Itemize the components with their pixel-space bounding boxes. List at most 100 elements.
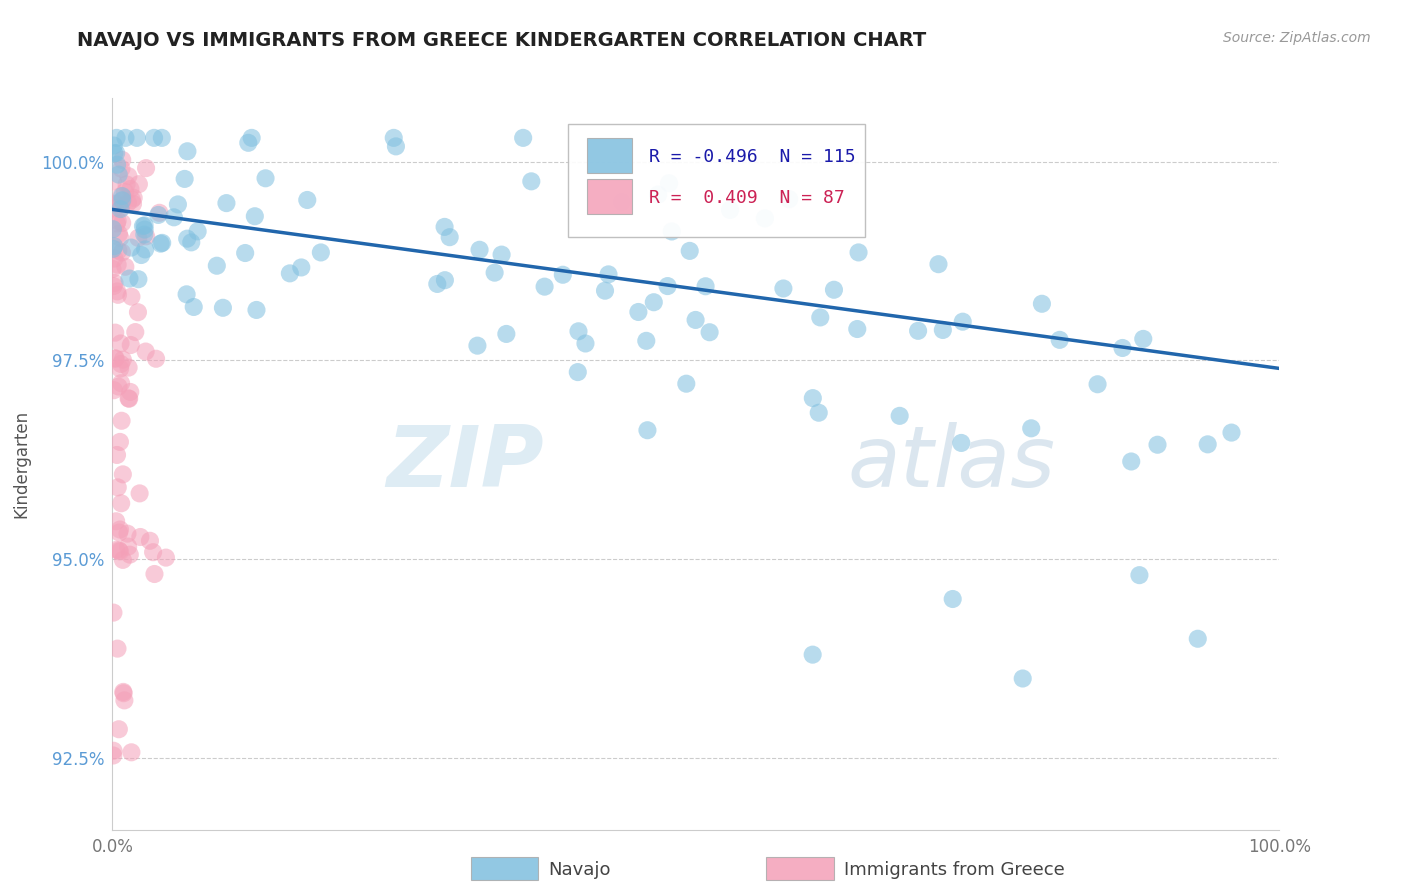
- Point: [120, 384, 142, 399]
- Point: [187, 224, 209, 238]
- Point: [111, 194, 134, 208]
- Point: [1220, 425, 1243, 440]
- Point: [240, 131, 263, 145]
- Point: [754, 211, 776, 226]
- Point: [110, 189, 132, 203]
- Point: [807, 406, 830, 420]
- Point: [468, 243, 491, 257]
- Point: [1197, 437, 1219, 451]
- Point: [108, 227, 131, 241]
- Point: [117, 392, 139, 406]
- Point: [111, 245, 134, 260]
- Point: [823, 283, 845, 297]
- Point: [142, 545, 165, 559]
- Point: [627, 305, 650, 319]
- Point: [551, 268, 574, 282]
- Point: [124, 325, 146, 339]
- Point: [685, 313, 707, 327]
- Point: [149, 236, 172, 251]
- Point: [385, 139, 408, 153]
- Point: [115, 178, 138, 192]
- Point: [135, 344, 157, 359]
- Point: [105, 285, 128, 299]
- Text: Source: ZipAtlas.com: Source: ZipAtlas.com: [1223, 31, 1371, 45]
- Point: [122, 191, 145, 205]
- Point: [167, 197, 190, 211]
- Point: [134, 222, 156, 236]
- Point: [658, 176, 681, 190]
- Point: [907, 324, 929, 338]
- Point: [120, 182, 142, 196]
- Point: [107, 641, 129, 656]
- Point: [110, 161, 132, 176]
- Point: [103, 252, 125, 266]
- Point: [801, 648, 824, 662]
- Point: [484, 266, 506, 280]
- Point: [103, 279, 125, 293]
- Point: [699, 325, 721, 339]
- Point: [103, 239, 125, 253]
- Point: [173, 172, 195, 186]
- Point: [114, 260, 136, 274]
- Point: [657, 279, 679, 293]
- Point: [134, 227, 156, 242]
- Point: [107, 258, 129, 272]
- Point: [1187, 632, 1209, 646]
- Point: [254, 171, 277, 186]
- Point: [111, 153, 134, 167]
- Text: R =  0.409  N = 87: R = 0.409 N = 87: [650, 188, 845, 207]
- Point: [107, 168, 129, 182]
- Point: [117, 196, 139, 211]
- Point: [118, 271, 141, 285]
- Point: [290, 260, 312, 275]
- Point: [1111, 341, 1133, 355]
- Point: [593, 284, 616, 298]
- Point: [111, 553, 134, 567]
- Point: [117, 526, 139, 541]
- Point: [117, 360, 139, 375]
- Point: [636, 334, 658, 348]
- Point: [520, 174, 543, 188]
- Point: [278, 266, 301, 280]
- Point: [104, 326, 127, 340]
- Point: [1049, 333, 1071, 347]
- Point: [467, 339, 489, 353]
- Point: [129, 530, 152, 544]
- Point: [110, 336, 132, 351]
- Point: [491, 247, 513, 261]
- Point: [718, 202, 741, 217]
- Point: [695, 279, 717, 293]
- Point: [647, 187, 669, 202]
- Point: [112, 686, 135, 700]
- Point: [108, 434, 131, 449]
- Point: [143, 567, 166, 582]
- Point: [148, 208, 170, 222]
- Point: [101, 242, 124, 256]
- Point: [1011, 672, 1033, 686]
- Point: [110, 357, 132, 371]
- Text: atlas: atlas: [848, 422, 1056, 506]
- Point: [1132, 332, 1154, 346]
- Point: [108, 523, 131, 537]
- Point: [950, 436, 973, 450]
- Text: Navajo: Navajo: [548, 861, 610, 879]
- Point: [104, 196, 127, 211]
- Point: [103, 748, 125, 763]
- Point: [112, 693, 135, 707]
- Point: [533, 279, 555, 293]
- Point: [108, 544, 131, 558]
- Point: [848, 245, 870, 260]
- Point: [1121, 454, 1143, 468]
- Point: [103, 202, 125, 216]
- Point: [120, 241, 142, 255]
- Point: [233, 246, 256, 260]
- Point: [636, 423, 658, 437]
- Point: [176, 145, 198, 159]
- Point: [107, 214, 129, 228]
- Point: [150, 235, 173, 250]
- Point: [512, 131, 534, 145]
- Point: [245, 302, 267, 317]
- Point: [114, 185, 136, 199]
- Point: [122, 197, 145, 211]
- Point: [120, 338, 142, 352]
